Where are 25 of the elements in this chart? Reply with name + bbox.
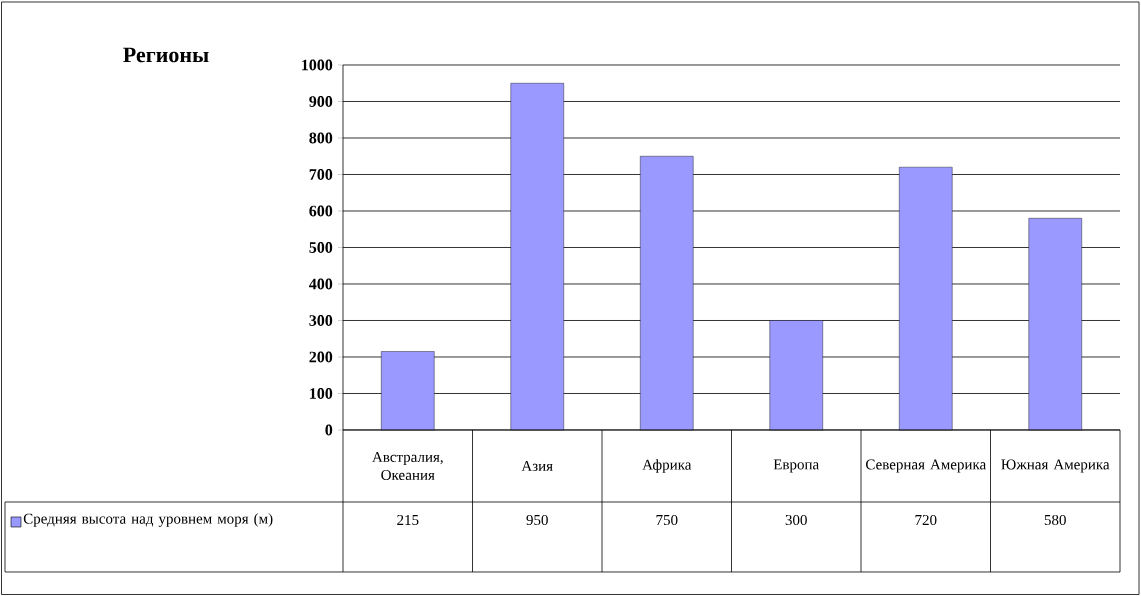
data-label: 215 — [397, 514, 419, 526]
y-tick-label: 600 — [309, 205, 333, 217]
x-tick-label: Северная Америка — [866, 459, 987, 473]
data-label: 580 — [1044, 514, 1066, 526]
y-tick-label: 800 — [309, 132, 333, 144]
y-tick-label: 1000 — [302, 59, 333, 71]
x-tick-label: Австралия, Океания — [372, 451, 443, 480]
x-tick-label: Европа — [773, 459, 819, 473]
data-label: 750 — [656, 514, 678, 526]
y-tick-label: 400 — [309, 278, 333, 290]
data-label: 720 — [915, 514, 937, 526]
x-tick-label: Азия — [521, 460, 553, 471]
data-label: 950 — [526, 514, 548, 526]
y-tick-label: 100 — [310, 388, 333, 399]
data-label: 300 — [785, 514, 807, 526]
y-tick-label: 200 — [309, 351, 333, 363]
x-tick-label: Африка — [642, 459, 692, 473]
y-tick-label: 300 — [309, 315, 333, 326]
y-tick-label: 700 — [309, 169, 333, 180]
text: Регионы — [123, 47, 209, 63]
legend-label: Средняя высота над уровнем моря (м) — [23, 513, 273, 527]
y-tick-label: 500 — [309, 242, 333, 253]
y-tick-label: 900 — [309, 96, 333, 107]
x-tick-label: Южная Америка — [1001, 459, 1110, 473]
y-tick-label: 0 — [325, 424, 333, 436]
